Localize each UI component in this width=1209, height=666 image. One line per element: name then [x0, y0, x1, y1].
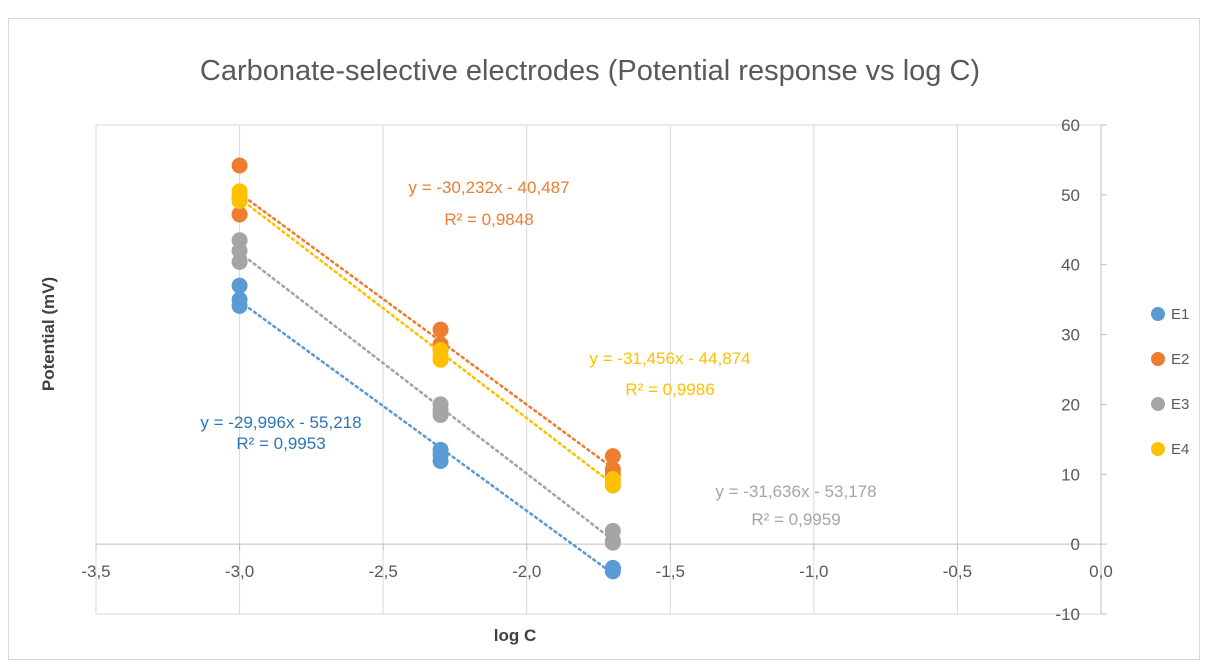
- trendline-equation-e4: y = -31,456x - 44,874: [589, 349, 750, 368]
- y-tick-label: 50: [1061, 186, 1080, 205]
- y-tick-label: 10: [1061, 465, 1080, 484]
- x-tick-label: 0,0: [1089, 562, 1113, 581]
- x-axis-title: log C: [494, 626, 537, 645]
- legend-label-e4: E4: [1171, 441, 1189, 458]
- data-point-e2: [232, 158, 248, 174]
- x-tick-label: -2,5: [368, 562, 397, 581]
- y-tick-label: 60: [1061, 116, 1080, 135]
- legend: E1 E2 E3 E4: [1151, 306, 1189, 458]
- legend-label-e2: E2: [1171, 351, 1189, 368]
- trendline-r2-e1: R² = 0,9953: [236, 434, 325, 453]
- legend-marker-e3: [1151, 397, 1165, 411]
- data-point-e1: [232, 298, 248, 314]
- x-tick-label: -2,0: [512, 562, 541, 581]
- trendlines: [240, 193, 613, 573]
- y-tick-label: 30: [1061, 326, 1080, 345]
- chart-title: Carbonate-selective electrodes (Potentia…: [200, 55, 980, 87]
- data-point-e3: [433, 407, 449, 423]
- data-point-e1: [433, 453, 449, 469]
- y-tick-label: 40: [1061, 256, 1080, 275]
- trendline-equation-e3: y = -31,636x - 53,178: [715, 482, 876, 501]
- data-point-e1: [232, 278, 248, 294]
- trendline-e3: [240, 253, 613, 540]
- trendline-r2-e2: R² = 0,9848: [444, 210, 533, 229]
- x-tick-label: -0,5: [943, 562, 972, 581]
- data-point-e4: [232, 193, 248, 209]
- trendline-equation-e1: y = -29,996x - 55,218: [200, 413, 361, 432]
- x-tick-label: -3,0: [225, 562, 254, 581]
- legend-marker-e4: [1151, 442, 1165, 456]
- trendline-r2-e4: R² = 0,9986: [625, 380, 714, 399]
- data-point-e3: [605, 535, 621, 551]
- trendline-r2-e3: R² = 0,9959: [751, 510, 840, 529]
- legend-label-e3: E3: [1171, 396, 1189, 413]
- data-points: [232, 158, 621, 580]
- data-point-e4: [605, 477, 621, 493]
- y-axis-title: Potential (mV): [39, 277, 58, 391]
- legend-marker-e2: [1151, 352, 1165, 366]
- data-point-e2: [433, 322, 449, 338]
- data-point-e4: [433, 352, 449, 368]
- x-tick-label: -1,0: [799, 562, 828, 581]
- data-point-e3: [232, 254, 248, 270]
- y-tick-label: 0: [1071, 535, 1080, 554]
- legend-marker-e1: [1151, 307, 1165, 321]
- trendline-labels: y = -29,996x - 55,218 R² = 0,9953 y = -30,…: [200, 178, 876, 529]
- y-tick-label: 20: [1061, 395, 1080, 414]
- x-tick-label: -3,5: [81, 562, 110, 581]
- x-tick-label: -1,5: [656, 562, 685, 581]
- trendline-equation-e2: y = -30,232x - 40,487: [408, 178, 569, 197]
- data-point-e1: [605, 563, 621, 579]
- y-tick-label: -10: [1055, 605, 1080, 624]
- legend-label-e1: E1: [1171, 306, 1189, 323]
